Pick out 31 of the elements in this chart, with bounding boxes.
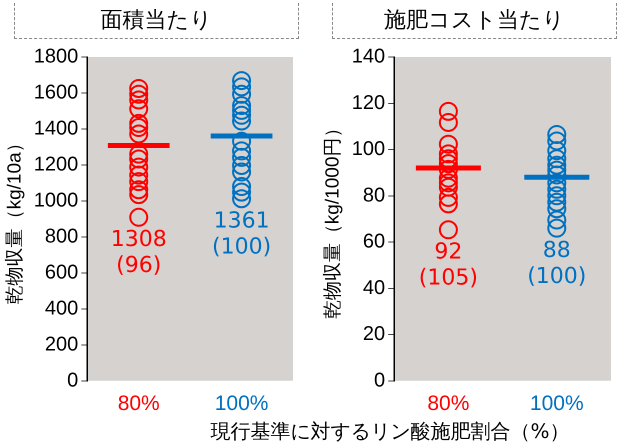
x-tick-label: 100% xyxy=(214,392,268,416)
y-tick-label: 1400 xyxy=(34,117,78,140)
chart-title: 施肥コスト当たり xyxy=(332,3,617,39)
y-tick-label: 400 xyxy=(44,297,78,320)
y-tick-label: 0 xyxy=(67,369,78,392)
y-tick-label: 600 xyxy=(44,261,78,284)
y-tick-label: 120 xyxy=(352,92,386,114)
y-axis-title: 乾物収量（kg/1000円） xyxy=(322,118,344,320)
x-axis-title: 現行基準に対するリン酸施肥割合（%） xyxy=(209,418,570,444)
y-tick-label: 800 xyxy=(44,225,78,248)
y-tick-label: 40 xyxy=(362,276,386,299)
y-tick-label: 80 xyxy=(362,184,386,206)
y-tick-label: 20 xyxy=(362,323,386,346)
x-tick-label: 100% xyxy=(530,392,584,416)
y-tick-label: 60 xyxy=(362,230,386,253)
ref-line-label: 92 (105) xyxy=(418,239,478,290)
y-tick-label: 1200 xyxy=(34,153,78,176)
ref-line-label: 88 (100) xyxy=(527,238,586,289)
y-tick-label: 1000 xyxy=(34,189,78,212)
y-tick-label: 140 xyxy=(352,46,386,68)
x-tick-label: 80% xyxy=(427,392,470,416)
chart-title: 面積当たり xyxy=(14,3,299,39)
x-tick-label: 80% xyxy=(118,392,160,416)
y-axis-title: 乾物収量（kg/10a） xyxy=(4,133,26,304)
y-tick-label: 100 xyxy=(352,138,386,160)
y-tick-label: 200 xyxy=(44,333,78,356)
y-tick-label: 0 xyxy=(374,369,386,392)
ref-line-label: 1361 (100) xyxy=(212,208,272,260)
ref-line-label: 1308 (96) xyxy=(110,227,167,278)
y-tick-label: 1600 xyxy=(34,81,78,104)
y-tick-label: 1800 xyxy=(34,46,78,68)
